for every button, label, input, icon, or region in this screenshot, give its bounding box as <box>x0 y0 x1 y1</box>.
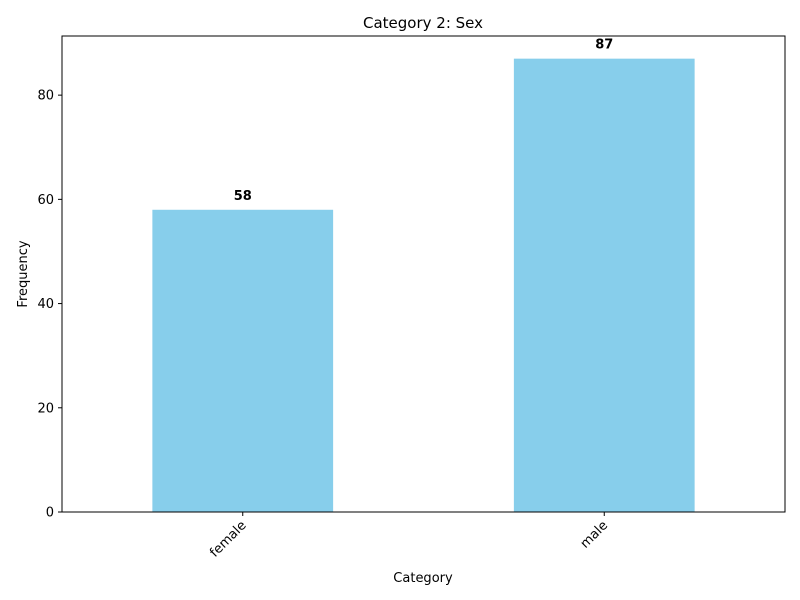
y-tick-labels: 0 20 40 60 80 <box>37 89 62 521</box>
y-tick-label-80: 80 <box>37 89 54 104</box>
x-tick-label-female: female <box>207 518 249 560</box>
y-axis-label: Frequency <box>16 240 31 307</box>
bar-female <box>152 209 334 512</box>
bars-group <box>152 58 695 513</box>
x-axis-label: Category <box>393 571 453 586</box>
y-tick-label-20: 20 <box>37 401 54 416</box>
bar-male <box>513 58 695 513</box>
x-tick-label-male: male <box>578 518 611 551</box>
y-tick-label-60: 60 <box>37 193 54 208</box>
data-label-female: 58 <box>234 189 252 204</box>
x-tick-labels: female male <box>207 512 611 561</box>
chart-title: Category 2: Sex <box>363 14 483 32</box>
y-tick-label-40: 40 <box>37 297 54 312</box>
y-tick-label-0: 0 <box>46 506 54 521</box>
data-label-male: 87 <box>595 38 613 53</box>
data-labels: 58 87 <box>234 38 614 204</box>
plot-frame <box>61 35 786 513</box>
